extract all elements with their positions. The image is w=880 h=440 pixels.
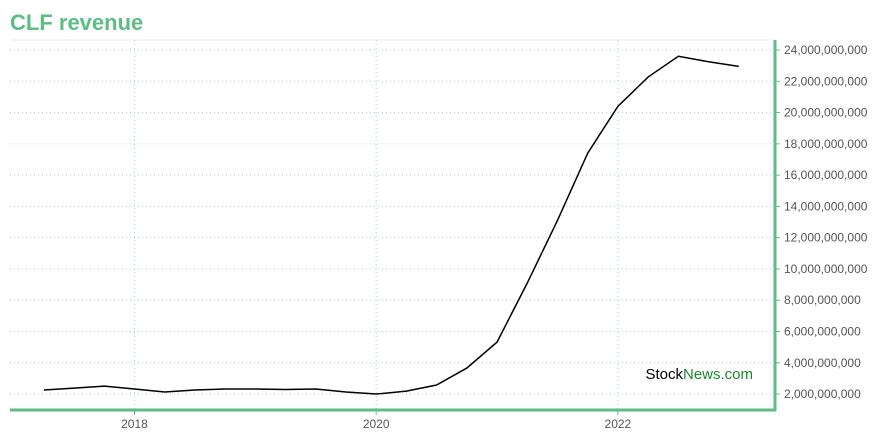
- x-tick-label: 2020: [363, 417, 390, 431]
- watermark: StockNews.com: [645, 366, 753, 383]
- watermark-part: Stock: [645, 366, 683, 383]
- y-tick-label: 4,000,000,000: [784, 356, 861, 370]
- y-tick-label: 24,000,000,000: [784, 43, 868, 57]
- y-tick-label: 20,000,000,000: [784, 106, 868, 120]
- y-tick-label: 22,000,000,000: [784, 74, 868, 88]
- y-tick-label: 2,000,000,000: [784, 387, 861, 401]
- line-series: [43, 55, 739, 395]
- x-tick-label: 2022: [605, 417, 632, 431]
- y-tick-label: 18,000,000,000: [784, 137, 868, 151]
- y-tick-label: 12,000,000,000: [784, 231, 868, 245]
- y-tick-label: 16,000,000,000: [784, 168, 868, 182]
- x-tick-label: 2018: [121, 417, 148, 431]
- y-tick-label: 10,000,000,000: [784, 262, 868, 276]
- watermark-part: News.com: [683, 366, 753, 383]
- y-tick-label: 14,000,000,000: [784, 199, 868, 213]
- y-tick-label: 8,000,000,000: [784, 293, 861, 307]
- y-tick-label: 6,000,000,000: [784, 324, 861, 338]
- chart-title: CLF revenue: [10, 10, 143, 35]
